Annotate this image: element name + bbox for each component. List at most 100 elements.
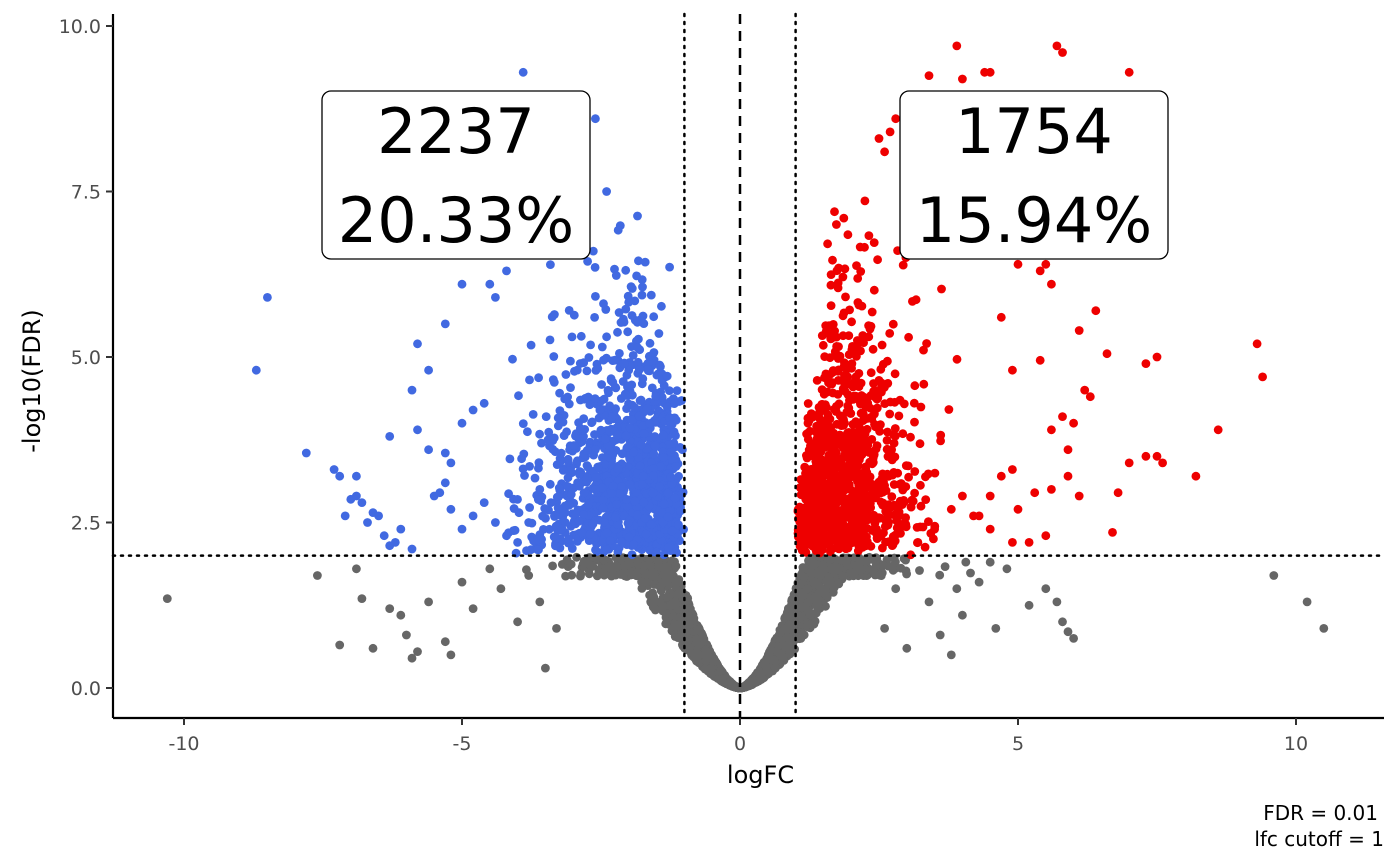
down-point: [567, 332, 577, 342]
up-point: [821, 369, 831, 379]
ns-point: [620, 568, 629, 578]
ns-point: [649, 592, 659, 602]
down-point: [645, 419, 654, 429]
up-point: [870, 518, 880, 528]
down-point: [624, 381, 633, 391]
down-point: [582, 366, 592, 376]
ns-point: [658, 602, 668, 612]
ns-point: [961, 557, 971, 567]
up-point: [813, 476, 822, 486]
up-point: [873, 255, 882, 265]
up-point: [808, 541, 817, 551]
up-point: [895, 528, 904, 537]
down-point: [674, 520, 683, 529]
up-point: [836, 516, 846, 525]
up-point: [852, 433, 862, 443]
up-point: [898, 485, 908, 495]
up-point: [881, 486, 891, 495]
down-point: [534, 373, 543, 383]
down-point: [555, 406, 565, 415]
up-point: [847, 486, 857, 496]
down-point: [533, 545, 542, 554]
down-point: [537, 438, 546, 448]
down-point: [591, 473, 601, 482]
down-point: [550, 310, 559, 319]
up-point: [846, 409, 856, 418]
up-point: [835, 351, 845, 361]
ns-point: [966, 568, 975, 578]
up-point: [804, 478, 813, 488]
ns-point: [783, 633, 793, 642]
ns-point: [831, 561, 840, 571]
up-point: [930, 468, 940, 478]
up-point: [834, 455, 844, 465]
down-point: [575, 470, 584, 479]
up-point: [871, 422, 880, 432]
up-point: [916, 501, 926, 511]
up-point: [865, 324, 875, 334]
ns-point: [641, 570, 651, 579]
down-point: [502, 266, 511, 276]
up-point: [850, 514, 860, 524]
down-point: [520, 471, 529, 480]
down-point: [553, 413, 563, 423]
down-point: [560, 394, 570, 404]
down-point: [659, 453, 668, 462]
ns-point: [820, 565, 829, 575]
up-point: [904, 472, 913, 482]
down-point: [635, 461, 645, 471]
down-point: [301, 448, 311, 458]
up-point: [855, 470, 864, 480]
up-point: [820, 352, 830, 361]
up-point: [821, 431, 831, 441]
down-point: [563, 482, 573, 491]
down-point: [637, 290, 647, 300]
down-point: [665, 262, 674, 272]
up-point: [894, 411, 904, 421]
ns-point: [751, 677, 761, 687]
down-point: [491, 293, 500, 302]
ns-point: [692, 635, 701, 644]
down-point: [517, 454, 526, 464]
down-point: [514, 391, 523, 401]
ns-point: [684, 619, 694, 629]
down-point: [672, 386, 682, 395]
up-point: [888, 319, 898, 329]
down-point: [569, 441, 579, 450]
up-point: [883, 356, 892, 366]
down-point: [638, 374, 648, 384]
down-point: [579, 414, 589, 423]
up-point: [856, 267, 866, 276]
down-point: [518, 464, 528, 474]
up-point: [870, 389, 880, 399]
up-point: [864, 491, 874, 500]
down-point: [591, 485, 600, 494]
down-point: [629, 447, 638, 457]
ns-point: [796, 634, 806, 643]
down-point: [533, 495, 543, 504]
up-point: [898, 260, 908, 270]
ns-point: [642, 578, 652, 587]
up-point: [845, 530, 855, 540]
ns-point: [896, 563, 906, 573]
up-point: [866, 368, 876, 378]
up-point: [826, 280, 836, 290]
down-point: [585, 437, 595, 447]
down-point: [575, 424, 585, 433]
up-point: [901, 522, 911, 532]
down-point: [632, 271, 641, 281]
down-point: [616, 537, 626, 547]
up-point: [876, 378, 886, 388]
ns-point: [822, 577, 832, 587]
ns-point: [744, 678, 754, 688]
up-point: [919, 379, 929, 389]
up-point: [799, 511, 808, 520]
ns-point: [648, 599, 657, 609]
down-point: [586, 340, 595, 350]
ns-point: [716, 666, 726, 676]
down-point: [638, 282, 647, 292]
down-point: [666, 472, 676, 482]
down-point: [649, 312, 659, 322]
down-point: [545, 479, 555, 489]
up-point: [857, 301, 867, 311]
